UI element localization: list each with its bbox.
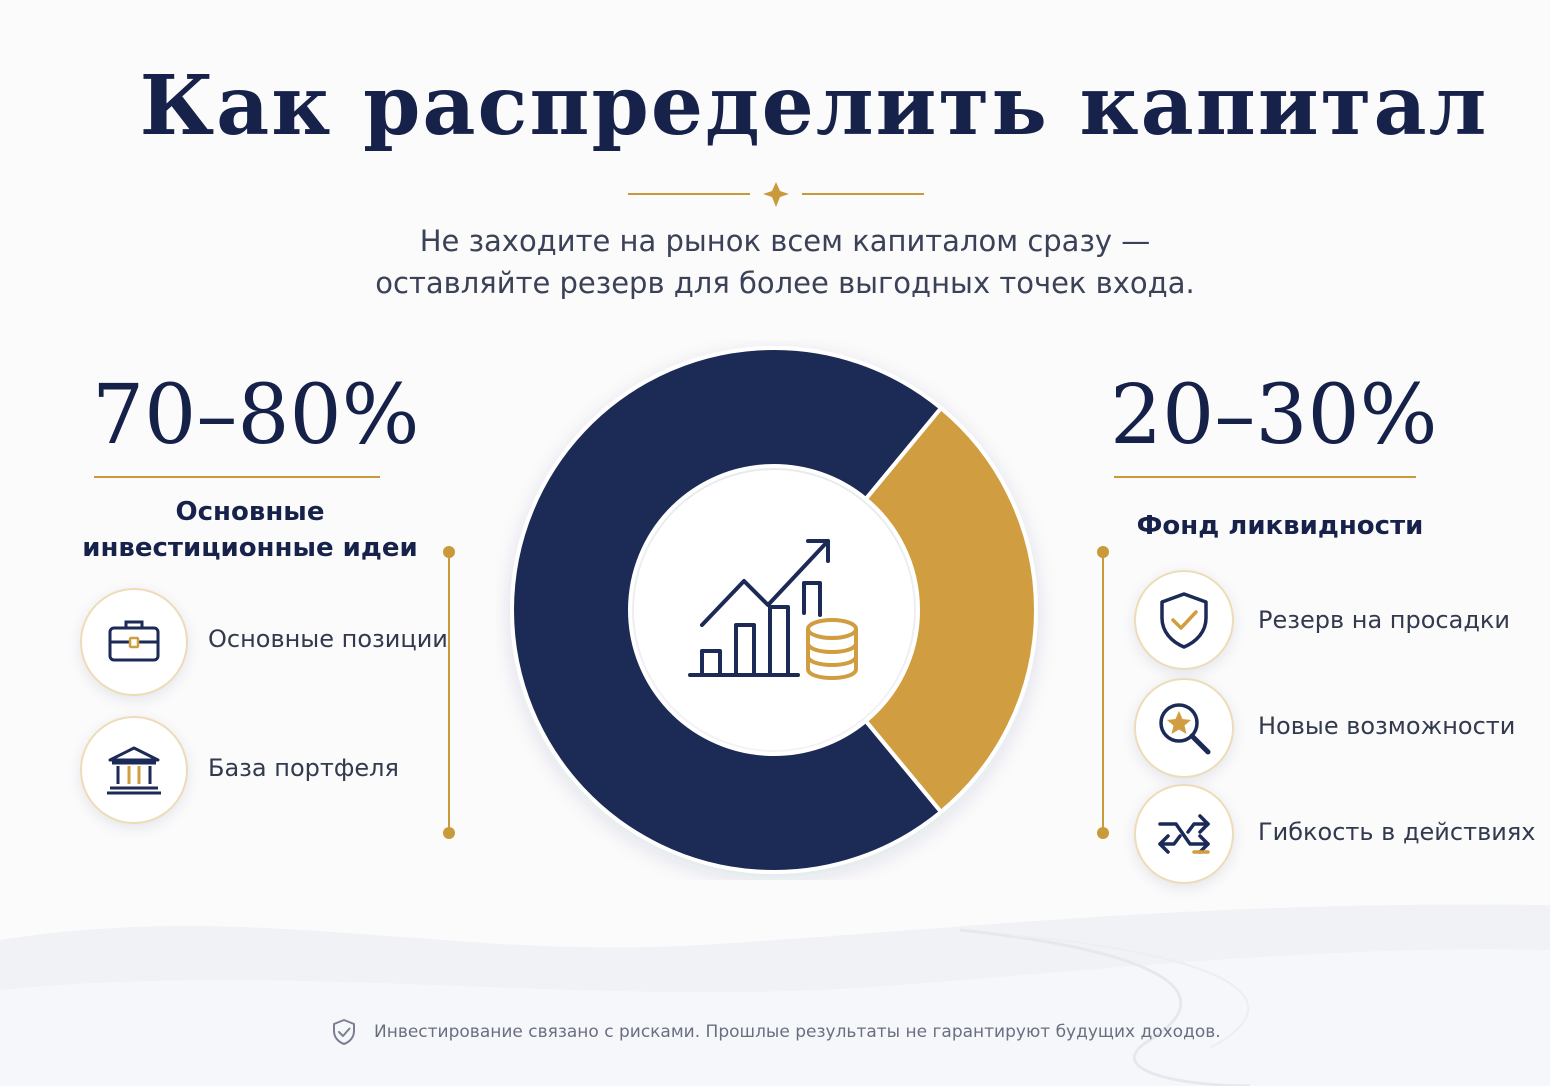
subtitle-line-2: оставляйте резерв для более выгодных точ… bbox=[375, 266, 1195, 300]
left-connector-dot-bottom bbox=[443, 827, 455, 839]
disclaimer: Инвестирование связано с рисками. Прошлы… bbox=[330, 1016, 1230, 1048]
left-rule bbox=[94, 476, 380, 478]
right-item-label-3: Гибкость в действиях bbox=[1258, 818, 1536, 846]
search-badge bbox=[1134, 678, 1234, 778]
right-connector-dot-top bbox=[1097, 546, 1109, 558]
left-item-label-1: Основные позиции bbox=[208, 625, 448, 653]
left-item-label-2: База портфеля bbox=[208, 754, 399, 782]
right-rule bbox=[1114, 476, 1416, 478]
sparkle-icon bbox=[763, 182, 789, 207]
arrows-swap-icon bbox=[1158, 814, 1210, 854]
donut-inner-disc bbox=[634, 470, 914, 750]
left-heading: Основные инвестиционные идеи bbox=[72, 494, 428, 566]
right-item-label-1: Резерв на просадки bbox=[1258, 606, 1510, 634]
right-item-label-2: Новые возможности bbox=[1258, 712, 1516, 740]
bank-icon bbox=[107, 746, 161, 795]
shield-check-icon bbox=[1160, 592, 1208, 649]
left-connector-line bbox=[448, 552, 450, 832]
disclaimer-text: Инвестирование связано с рисками. Прошлы… bbox=[374, 1022, 1221, 1042]
subtitle-line-1: Не заходите на рынок всем капиталом сраз… bbox=[419, 224, 1151, 258]
title-divider bbox=[628, 182, 924, 207]
right-connector-dot-bottom bbox=[1097, 827, 1109, 839]
donut-slice-2 bbox=[862, 405, 1038, 815]
growth-chart-coins-icon bbox=[688, 539, 858, 680]
briefcase-icon bbox=[108, 620, 160, 662]
shield-check-icon bbox=[333, 1019, 355, 1045]
donut-slice-1 bbox=[510, 346, 944, 874]
bank-badge bbox=[80, 716, 188, 824]
left-heading-line-1: Основные bbox=[175, 497, 325, 527]
page-title: Как распределить капитал bbox=[139, 58, 1489, 154]
allocation-donut-chart bbox=[510, 346, 1038, 874]
left-connector-dot-top bbox=[443, 546, 455, 558]
arrows-badge bbox=[1134, 784, 1234, 884]
left-heading-line-2: инвестиционные идеи bbox=[82, 533, 418, 563]
right-connector-line bbox=[1102, 552, 1104, 832]
briefcase-badge bbox=[80, 588, 188, 696]
right-heading: Фонд ликвидности bbox=[1136, 511, 1424, 541]
left-percent: 70–80% bbox=[92, 368, 420, 463]
search-star-icon bbox=[1159, 703, 1211, 755]
subtitle: Не заходите на рынок всем капиталом сраз… bbox=[300, 220, 1270, 304]
shield-badge bbox=[1134, 570, 1234, 670]
right-percent: 20–30% bbox=[1110, 368, 1438, 463]
